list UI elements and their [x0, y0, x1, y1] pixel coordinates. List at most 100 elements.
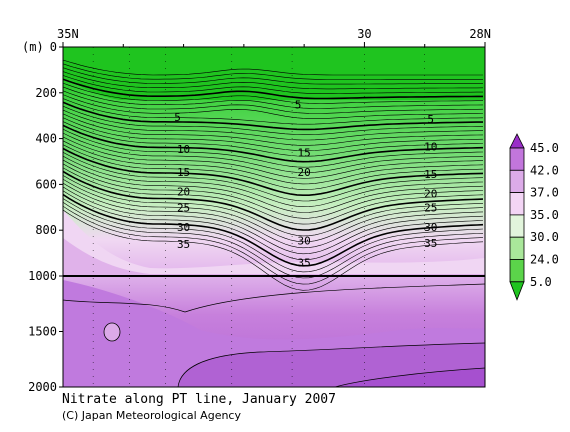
x-tick-label: 30	[357, 27, 371, 41]
contour-line	[63, 94, 484, 119]
contour-line	[63, 178, 484, 243]
plot-frame	[62, 46, 486, 388]
contour-line	[63, 155, 484, 208]
contour-label: 20	[298, 166, 311, 179]
contour-line	[63, 109, 484, 141]
colorbar-bottom-arrow	[509, 281, 525, 301]
contour-label: 20	[424, 188, 437, 201]
contour-line	[63, 132, 484, 173]
contour-line	[63, 90, 484, 114]
contour-line	[63, 75, 483, 94]
contour-line	[63, 205, 484, 285]
contour-line	[63, 163, 484, 219]
contour-line	[63, 159, 484, 213]
colorbar-segment	[509, 259, 525, 283]
contour-line	[63, 86, 484, 109]
contour-line	[63, 140, 484, 185]
contour-label: 30	[298, 235, 311, 248]
y-tick-label: 400	[35, 132, 57, 146]
contour-line	[63, 147, 484, 196]
y-tick-label: 200	[35, 86, 57, 100]
contour-line	[63, 63, 483, 80]
contour-line	[63, 144, 484, 190]
contour-line	[63, 170, 484, 231]
contour-line	[63, 175, 484, 237]
contour-line	[63, 98, 484, 125]
y-tick-label: 600	[35, 177, 57, 191]
contour-line	[63, 105, 484, 135]
colorbar-label: 42.0	[530, 163, 559, 177]
contour-line	[184, 283, 485, 313]
contour-line	[63, 101, 483, 131]
contour-line	[63, 299, 186, 313]
contour-line	[63, 121, 484, 157]
colorbar-segment	[509, 147, 525, 171]
x-axis: 35N 30 28N	[57, 27, 491, 47]
colorbar-segment	[509, 236, 525, 260]
colorbar-segment	[509, 214, 525, 238]
contour-line	[63, 59, 483, 76]
contour-label: 35	[177, 238, 190, 251]
contour-line	[177, 342, 485, 387]
contour-lines	[63, 59, 485, 387]
contour-label: 10	[424, 141, 437, 154]
contour-label: 15	[298, 146, 311, 159]
y-tick-label: 2000	[28, 380, 57, 394]
contour-line	[63, 190, 484, 261]
station-lines	[92, 47, 425, 387]
chart-title: Nitrate along PT line, January 2007	[62, 392, 336, 407]
contour-label: 5	[174, 111, 181, 124]
contour-label: 25	[177, 201, 190, 214]
colorbar-segment	[509, 192, 525, 216]
colorbar-label: 45.0	[530, 141, 559, 155]
contour-label: 15	[177, 166, 190, 179]
contour-line	[63, 124, 484, 163]
contour-line	[63, 117, 484, 152]
contour-line	[63, 198, 484, 273]
contour-label: 30	[424, 221, 437, 234]
contour-label: 35	[424, 237, 437, 250]
contour-line	[63, 182, 484, 249]
contour-label: 25	[424, 201, 437, 214]
y-tick-label: 1500	[28, 325, 57, 339]
contour-line	[63, 128, 484, 168]
contour-line	[63, 71, 484, 90]
contour-line	[63, 67, 483, 85]
contour-label: 10	[177, 143, 190, 156]
contour-line	[63, 113, 484, 146]
contour-line	[63, 152, 484, 202]
contour-line	[63, 78, 483, 100]
y-axis: 0 200 400 600 800 1000 1500 2000	[28, 40, 63, 394]
y-tick-label: 1000	[28, 269, 57, 283]
colorbar-segment	[509, 169, 525, 194]
contour-line	[63, 136, 484, 179]
contour-label: 20	[177, 185, 190, 198]
y-tick-label: 800	[35, 223, 57, 237]
colorbar: 45.0 42.0 37.0 35.0 30.0 24.0 5.0	[509, 133, 559, 301]
chart-credit: (C) Japan Meteorological Agency	[62, 409, 241, 422]
colorbar-label: 30.0	[530, 230, 559, 244]
colorbar-label: 37.0	[530, 186, 559, 200]
colorbar-label: 24.0	[530, 253, 559, 267]
contour-label: 35	[298, 256, 311, 269]
contour-line	[334, 367, 485, 387]
contour-label: 5	[295, 98, 302, 111]
colorbar-top-arrow	[509, 133, 525, 149]
x-tick-label: 28N	[469, 27, 491, 41]
contour-line	[63, 202, 484, 279]
x-tick-label: 35N	[57, 27, 79, 41]
contour-label: 15	[424, 168, 437, 181]
contour-line	[63, 209, 484, 291]
contour-line	[63, 167, 484, 225]
contour-label: 5	[427, 113, 434, 126]
colorbar-label: 5.0	[530, 275, 552, 289]
contour-line	[63, 193, 484, 267]
contour-line	[63, 82, 483, 104]
colorbar-label: 35.0	[530, 208, 559, 222]
y-tick-label: 0	[50, 40, 57, 54]
contour-line	[63, 186, 484, 255]
contour-label: 30	[177, 221, 190, 234]
y-axis-unit: (m)	[22, 40, 44, 54]
